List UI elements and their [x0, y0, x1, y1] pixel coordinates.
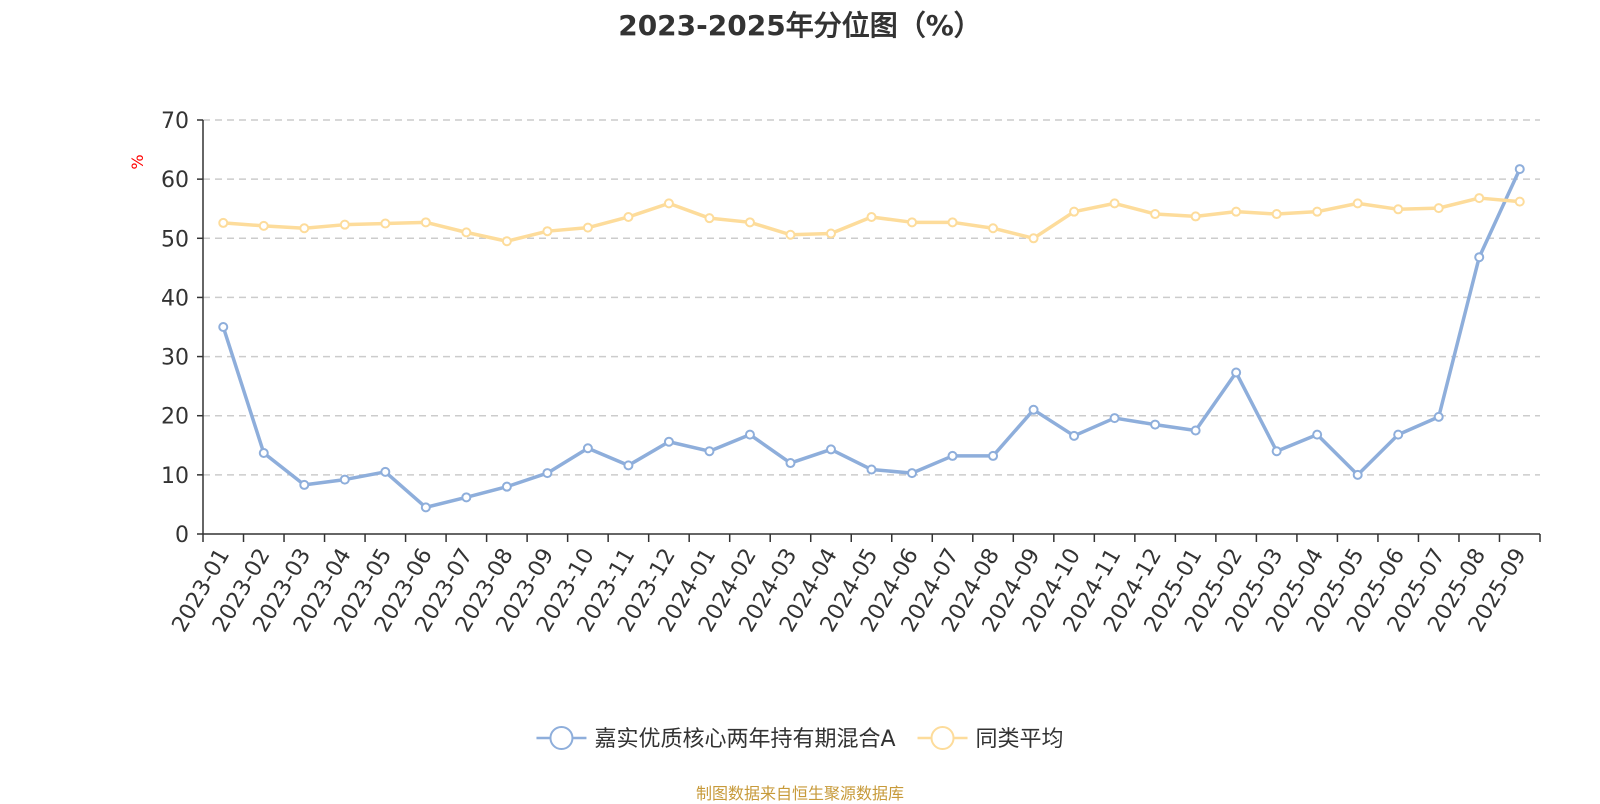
data-point [785, 458, 796, 469]
data-point [542, 468, 553, 479]
legend[interactable]: 嘉实优质核心两年持有期混合A 同类平均 [536, 726, 1064, 752]
data-point [704, 446, 715, 457]
data-point [623, 211, 634, 222]
legend-marker [930, 726, 955, 750]
data-point [1271, 446, 1282, 457]
data-point [825, 444, 836, 455]
data-point [704, 213, 715, 224]
data-point [380, 218, 391, 229]
data-point [380, 466, 391, 477]
data-point [1433, 203, 1444, 214]
legend-item-1[interactable]: 嘉实优质核心两年持有期混合A [536, 726, 896, 752]
data-point [299, 479, 310, 490]
y-tick-label: 0 [175, 523, 189, 548]
data-point [1190, 211, 1201, 222]
source-note: 制图数据来自恒生聚源数据库 [695, 784, 904, 803]
data-point [218, 322, 229, 332]
data-point [420, 217, 431, 228]
data-point [1433, 411, 1444, 422]
y-tick-label: 60 [161, 168, 189, 193]
data-point [1231, 206, 1242, 217]
data-point [461, 227, 472, 238]
data-point [1271, 209, 1282, 220]
data-point [825, 228, 836, 239]
data-point [1514, 196, 1525, 207]
data-point [947, 450, 958, 461]
data-point [947, 217, 958, 228]
data-point [663, 198, 674, 209]
data-point [866, 464, 877, 475]
data-point [744, 429, 755, 440]
data-point [1393, 429, 1404, 440]
data-point [1109, 198, 1120, 209]
data-point [1352, 469, 1363, 480]
y-tick-label: 50 [161, 227, 189, 252]
y-tick-label: 20 [161, 405, 189, 430]
data-point [299, 223, 310, 234]
data-point [988, 223, 999, 234]
data-point [258, 220, 269, 231]
data-point [501, 481, 512, 492]
y-tick-label: 10 [161, 464, 189, 489]
axes: 010203040506070%2023-012023-022023-03202… [128, 109, 1541, 636]
data-point [1514, 164, 1525, 175]
data-point [1231, 367, 1242, 378]
data-point [907, 468, 918, 479]
data-point [1150, 419, 1161, 430]
data-point [623, 460, 634, 471]
data-point [663, 436, 674, 447]
data-point [744, 217, 755, 228]
data-point [339, 219, 350, 230]
legend-marker [549, 726, 574, 750]
data-point [1069, 206, 1080, 217]
data-point [1028, 233, 1039, 244]
data-point [1190, 425, 1201, 436]
data-point [218, 217, 229, 228]
data-point [542, 226, 553, 237]
y-tick-label: 30 [161, 346, 189, 371]
data-point [1028, 404, 1039, 415]
legend-label: 同类平均 [976, 727, 1064, 752]
legend-item-2[interactable]: 同类平均 [917, 726, 1064, 752]
grid-lines [203, 119, 1540, 476]
data-point [907, 217, 918, 228]
data-point [1312, 429, 1323, 440]
data-point [582, 222, 593, 233]
series-1 [218, 164, 1525, 513]
data-point [420, 502, 431, 513]
data-point [582, 443, 593, 454]
data-point [1474, 193, 1485, 204]
series-2 [218, 193, 1525, 247]
data-point [339, 474, 350, 485]
data-point [988, 450, 999, 461]
data-point [1109, 413, 1120, 424]
data-point [258, 447, 269, 458]
data-point [1393, 204, 1404, 215]
y-tick-label: 70 [161, 109, 189, 134]
data-point [501, 236, 512, 247]
data-point [1352, 198, 1363, 209]
data-point [866, 211, 877, 222]
data-point [461, 492, 472, 503]
y-tick-label: 40 [161, 286, 189, 311]
series-lines [218, 164, 1525, 513]
y-axis-unit-label: % [128, 154, 147, 169]
legend-label: 嘉实优质核心两年持有期混合A [594, 727, 895, 752]
data-point [1312, 206, 1323, 217]
data-point [1150, 209, 1161, 220]
chart-title: 2023-2025年分位图（%） [618, 9, 982, 42]
data-point [1474, 252, 1485, 263]
data-point [785, 229, 796, 240]
data-point [1069, 430, 1080, 441]
